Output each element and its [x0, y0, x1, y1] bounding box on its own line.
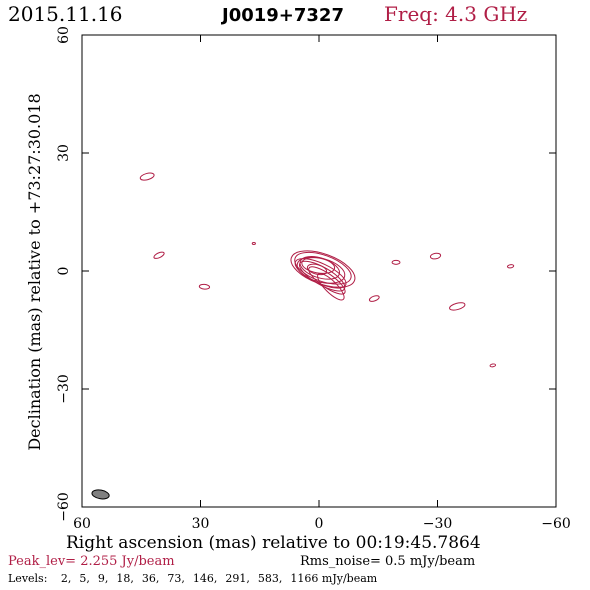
peak-level: Peak_lev= 2.255 Jy/beam	[8, 554, 175, 569]
x-tick-label-3: −30	[423, 516, 453, 532]
x-tick-label-2: 0	[315, 516, 324, 532]
core-contour-6	[301, 257, 336, 274]
axis-ticks	[81, 34, 557, 508]
levels-values: 2, 5, 9, 18, 36, 73, 146, 291, 583, 1166 mJy/beam	[55, 572, 377, 585]
x-tick-labels: 60 30 0 −30 −60	[73, 516, 571, 532]
level-value-4: 36,	[141, 572, 160, 585]
frequency-label: Freq: 4.3 GHz	[384, 2, 528, 26]
core-contour-9	[306, 263, 328, 276]
x-tick-label-4: −60	[541, 516, 571, 532]
level-value-2: 9,	[97, 572, 109, 585]
level-value-3: 18,	[116, 572, 134, 585]
y-tick-labels: 60 30 0 −30 −60	[56, 26, 72, 522]
component-contour-0	[139, 172, 155, 181]
component-contour-3	[251, 241, 256, 245]
y-tick-label-3: −30	[56, 374, 72, 404]
rms-noise: Rms_noise= 0.5 mJy/beam	[300, 554, 476, 569]
contour-levels: Levels: 2, 5, 9, 18, 36, 73, 146, 291, 583, 1166 …	[8, 572, 377, 585]
component-contour-9	[489, 363, 497, 368]
beam-ellipse	[91, 489, 110, 500]
x-tick-label-0: 60	[73, 516, 91, 532]
y-tick-label-0: 60	[56, 26, 72, 44]
y-tick-label-4: −60	[56, 492, 72, 522]
y-tick-label-1: 30	[56, 144, 72, 162]
observation-date: 2015.11.16	[8, 2, 123, 26]
x-tick-label-1: 30	[192, 516, 210, 532]
component-contour-2	[198, 283, 211, 290]
source-name: J0019+7327	[222, 5, 344, 26]
y-tick-label-2: 0	[56, 267, 72, 276]
level-value-6: 146,	[192, 572, 218, 585]
level-value-8: 583,	[257, 572, 283, 585]
component-contour-5	[391, 259, 401, 265]
component-contour-8	[506, 264, 515, 269]
level-value-9: 1166 mJy/beam	[290, 572, 378, 585]
component-contour-1	[153, 251, 165, 259]
contour-lines	[139, 172, 515, 368]
level-value-7: 291,	[225, 572, 250, 585]
y-axis-label: Declination (mas) relative to +73:27:30.…	[25, 93, 44, 450]
component-contour-6	[429, 252, 442, 260]
component-contour-7	[449, 302, 466, 311]
beam-shape	[91, 489, 110, 500]
core-contour-7	[308, 266, 346, 295]
level-value-5: 73,	[167, 572, 185, 585]
plot-frame	[81, 34, 557, 508]
component-contour-4	[368, 295, 380, 302]
level-value-1: 5,	[79, 572, 90, 585]
levels-label: Levels:	[8, 572, 48, 585]
x-axis-label: Right ascension (mas) relative to 00:19:…	[66, 533, 481, 553]
level-value-0: 2,	[60, 572, 72, 585]
